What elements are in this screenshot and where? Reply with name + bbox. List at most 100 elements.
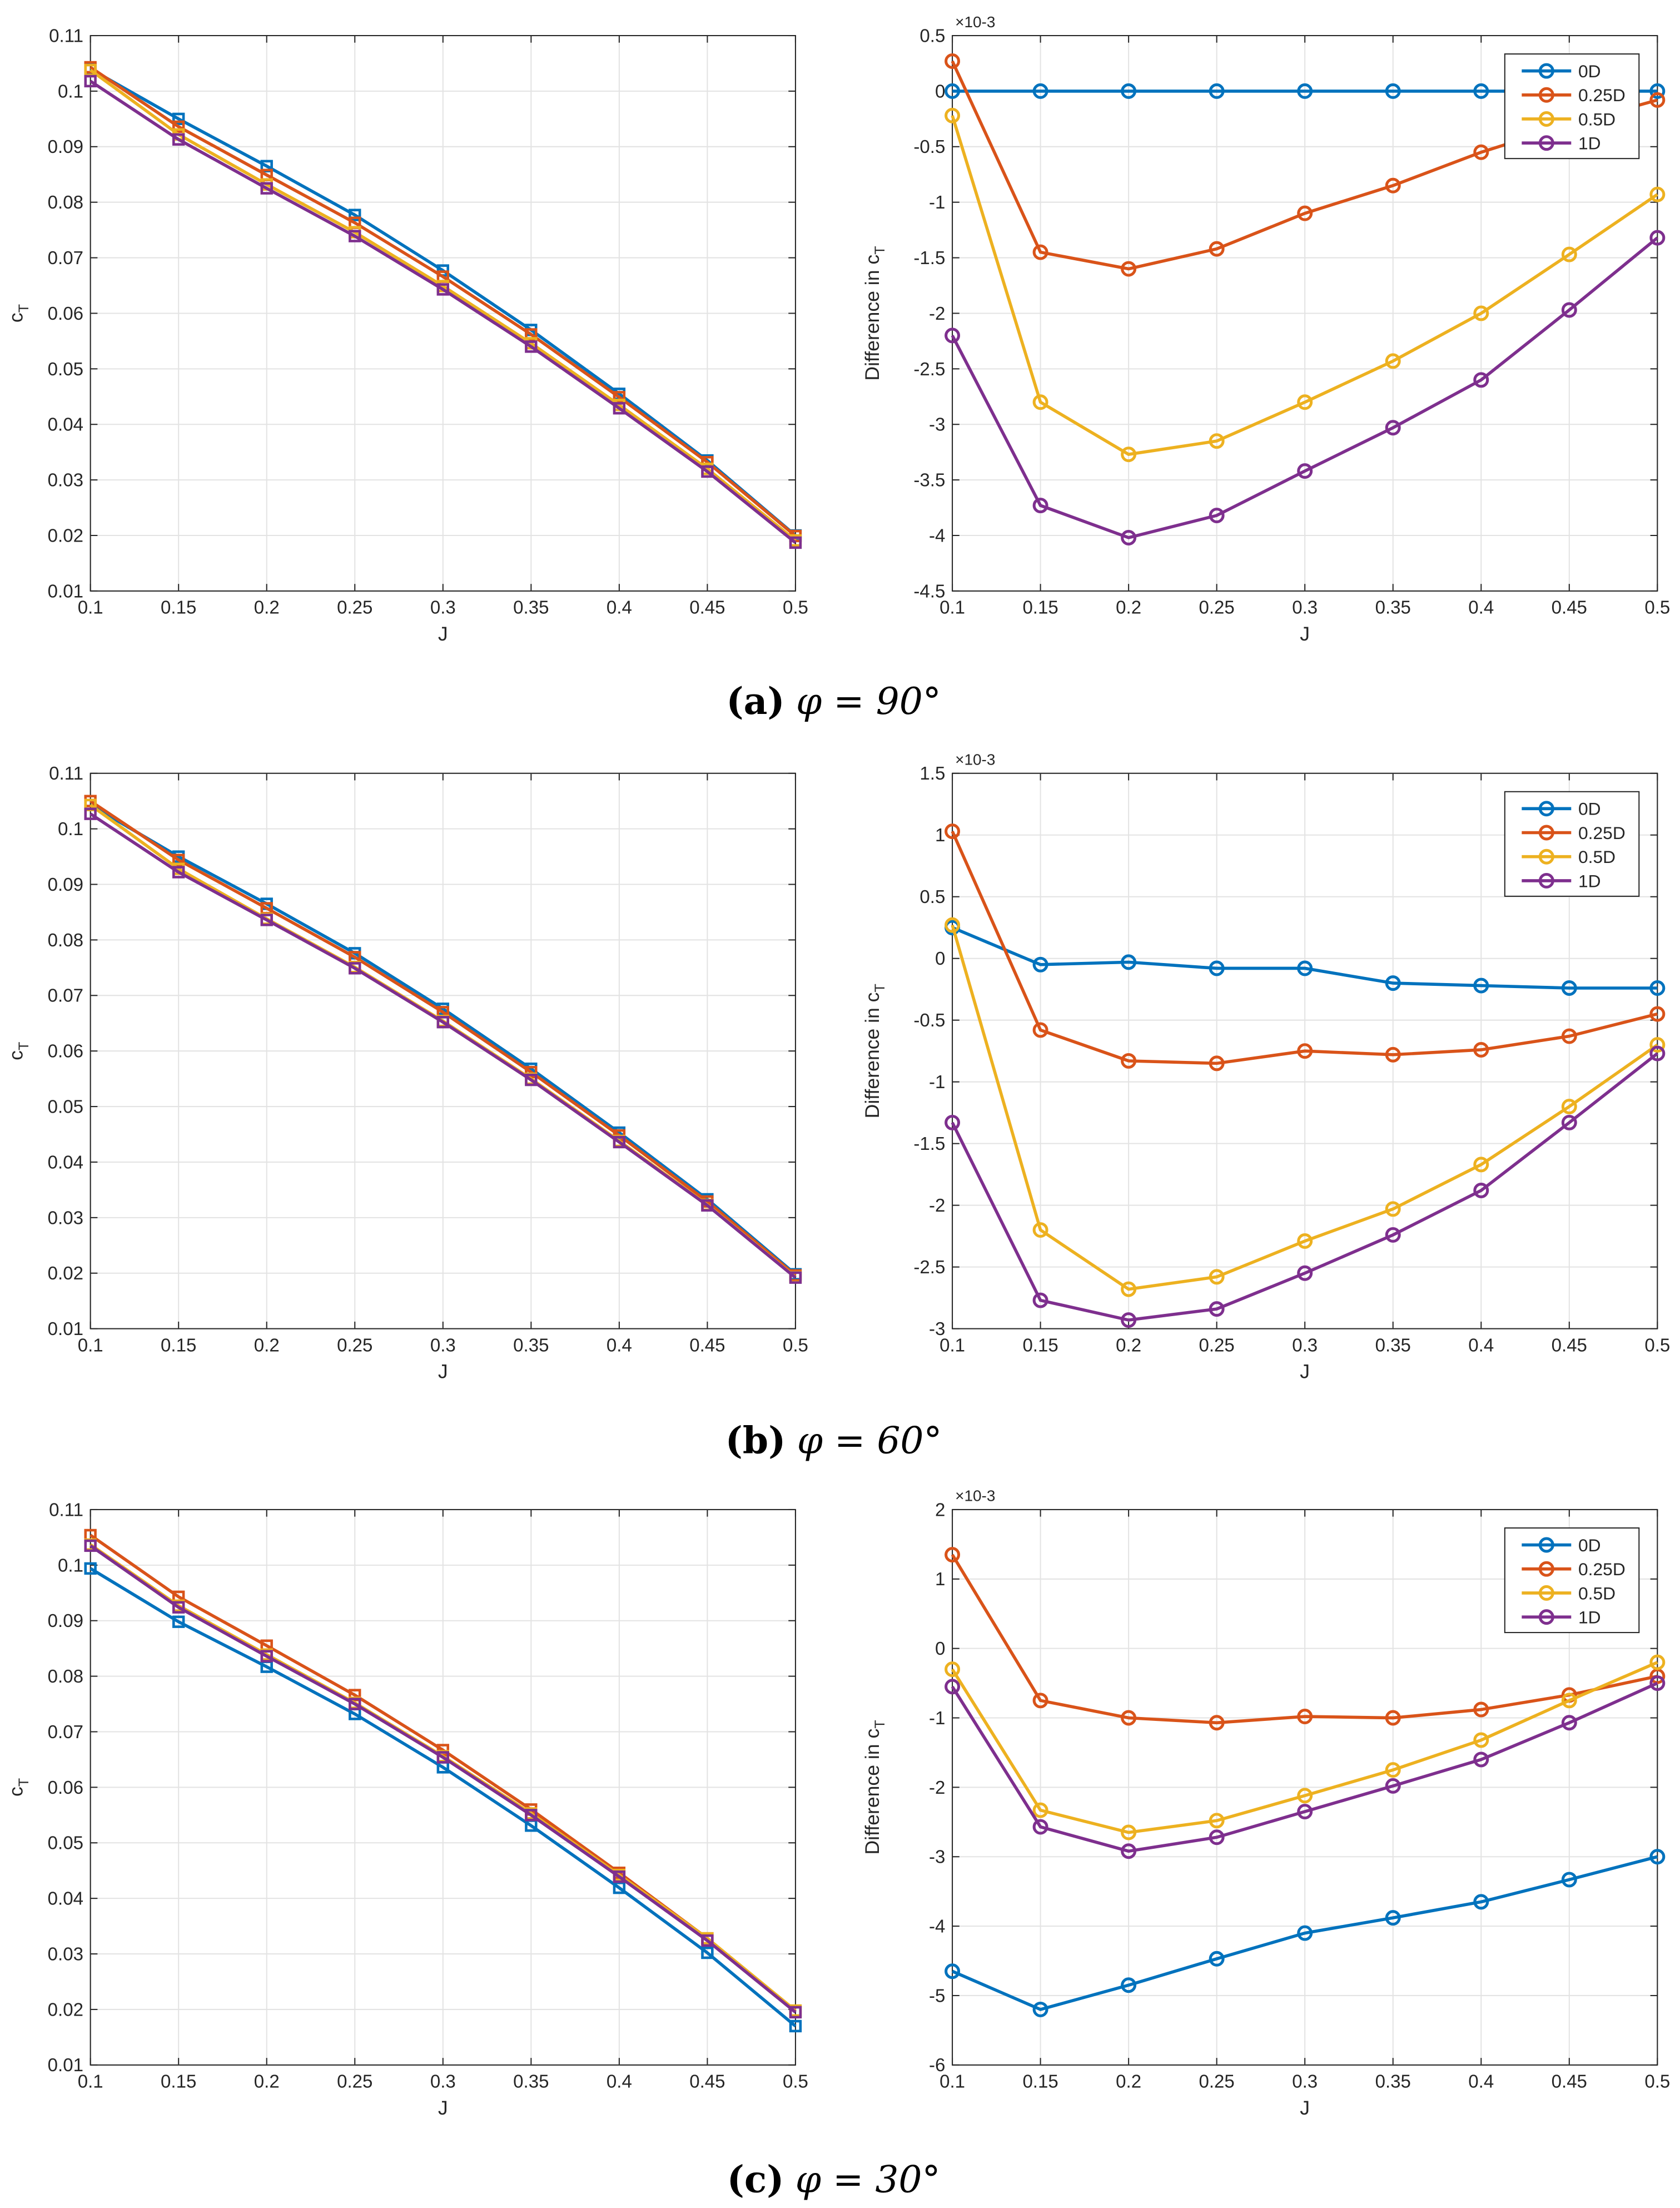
- legend-marker: [1538, 135, 1554, 151]
- data-point: [701, 1199, 714, 1212]
- y-tick-label: -4: [929, 1917, 945, 1937]
- x-tick-label: 0.1: [940, 598, 965, 618]
- legend-marker: [1538, 849, 1554, 865]
- y-tick-label: 0.11: [49, 763, 83, 784]
- x-tick-label: 0.25: [337, 2071, 372, 2092]
- data-point: [789, 536, 802, 549]
- data-point: [945, 1547, 961, 1563]
- legend: 0D 0.25D 0.5D 1D: [1504, 1527, 1640, 1634]
- x-tick-label: 0.5: [1644, 2071, 1670, 2092]
- x-tick-label: 0.45: [689, 1335, 725, 1356]
- data-point: [1297, 463, 1313, 479]
- data-point: [945, 1963, 961, 1979]
- data-point: [1385, 1762, 1401, 1778]
- y-exponent-label: ×10-3: [955, 1487, 995, 1505]
- data-point: [1032, 2001, 1048, 2017]
- x-tick-label: 0.15: [161, 2071, 196, 2092]
- x-tick-label: 0.5: [783, 598, 808, 618]
- data-point: [1032, 498, 1048, 514]
- axes-box: [90, 35, 796, 592]
- series-0.5D: [945, 917, 1666, 1297]
- data-point: [436, 283, 449, 296]
- x-tick-label: 0.5: [1644, 1335, 1670, 1356]
- x-tick-label: 0.35: [513, 598, 549, 618]
- data-point: [1649, 230, 1666, 246]
- series-line: [951, 236, 1659, 539]
- data-point: [1385, 83, 1401, 99]
- data-point: [1385, 1910, 1401, 1926]
- data-point: [349, 209, 361, 221]
- data-point: [1209, 1301, 1225, 1317]
- series-1D: [945, 1675, 1666, 1859]
- y-tick-label: 0.11: [49, 1500, 83, 1520]
- chart-a-right: 0.1 0.15 0.2 0.25 0.3 0.35 0.4 0.45 0.5 -4.5 -4 -3.…: [861, 13, 1670, 645]
- caption-text: φ = 60°: [797, 1419, 942, 1462]
- data-point: [1121, 446, 1137, 463]
- axes-box: [952, 1509, 1658, 2066]
- x-tick-label: 0.35: [1375, 1335, 1411, 1356]
- x-tick-label: 0.3: [1292, 598, 1318, 618]
- x-tick-label: 0.4: [607, 1335, 632, 1356]
- legend-marker: [1538, 1561, 1554, 1577]
- x-tick-label: 0.4: [607, 598, 632, 618]
- data-point: [945, 328, 961, 344]
- data-point: [789, 2006, 802, 2019]
- data-point: [945, 1114, 961, 1130]
- y-tick-label: -2.5: [913, 359, 945, 380]
- series-line: [90, 812, 797, 1279]
- data-point: [1032, 244, 1048, 260]
- data-point: [1649, 1037, 1666, 1053]
- legend-label: 0.5D: [1578, 847, 1616, 867]
- data-point: [1561, 1099, 1577, 1115]
- data-point: [613, 1870, 626, 1883]
- data-point: [84, 1562, 97, 1575]
- series-0D: [945, 1849, 1666, 2017]
- data-point: [1561, 1872, 1577, 1888]
- data-point: [172, 866, 185, 879]
- y-tick-label: -1: [929, 1072, 945, 1093]
- data-point: [1032, 1022, 1048, 1038]
- data-point: [1209, 1829, 1225, 1845]
- data-point: [789, 2020, 802, 2033]
- chart-c-right: 0.1 0.15 0.2 0.25 0.3 0.35 0.4 0.45 0.5 -6 -5 -4 -3 -…: [861, 1487, 1670, 2119]
- y-tick-label: 1.5: [919, 763, 945, 784]
- data-point: [1473, 1041, 1489, 1058]
- x-tick-label: 0.1: [78, 1335, 103, 1356]
- series-line: [90, 1544, 797, 2014]
- chart-c-left: 0.1 0.15 0.2 0.25 0.3 0.35 0.4 0.45 0.5 0.01 0.02 0…: [5, 1500, 808, 2118]
- legend: 0D 0.25D 0.5D 1D: [1504, 791, 1640, 897]
- x-tick-label: 0.15: [161, 1335, 196, 1356]
- x-tick-label: 0.2: [254, 1335, 280, 1356]
- data-point: [1297, 83, 1313, 99]
- data-point: [1121, 1710, 1137, 1726]
- data-point: [613, 402, 626, 415]
- series-line: [90, 80, 797, 544]
- x-tick-label: 0.25: [1199, 2071, 1235, 2092]
- y-tick-label: 0.09: [48, 1611, 83, 1631]
- axes-box: [90, 1509, 796, 2066]
- y-axis-label: cT: [5, 1042, 32, 1060]
- series-1D: [84, 1539, 802, 2019]
- y-tick-label: -6: [929, 2055, 945, 2076]
- y-axis-label: Difference in cT: [861, 984, 888, 1118]
- y-tick-label: 0.11: [49, 26, 83, 46]
- data-point: [1297, 1043, 1313, 1059]
- y-tick-label: 0.04: [48, 1152, 83, 1173]
- data-point: [613, 1135, 626, 1149]
- y-tick-label: 0: [935, 949, 945, 969]
- data-point: [436, 1016, 449, 1029]
- y-tick-label: -2: [929, 304, 945, 324]
- data-point: [701, 465, 714, 478]
- series-0.5D: [945, 1654, 1666, 1840]
- series-line: [951, 1855, 1658, 2011]
- data-point: [1032, 1819, 1048, 1835]
- data-point: [1385, 420, 1401, 436]
- legend-label: 0D: [1578, 1535, 1601, 1555]
- y-tick-label: 0.02: [48, 525, 83, 546]
- data-point: [1385, 177, 1401, 193]
- data-point: [1209, 1951, 1225, 1967]
- y-tick-label: 0.03: [48, 1208, 83, 1228]
- y-tick-label: 0.05: [48, 359, 83, 380]
- y-tick-label: -3: [929, 1319, 945, 1339]
- y-axis-label: cT: [5, 304, 32, 322]
